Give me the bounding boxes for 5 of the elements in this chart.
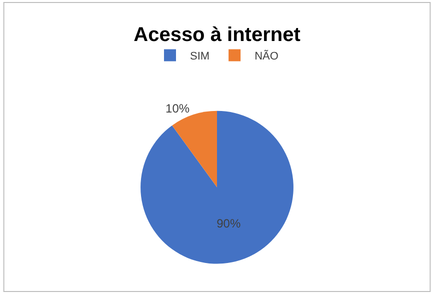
data-label: 90% bbox=[216, 216, 241, 231]
legend-label: NÃO bbox=[254, 50, 279, 63]
chart-title: Acesso à internet bbox=[134, 24, 301, 46]
legend-label: SIM bbox=[190, 50, 210, 63]
data-label: 10% bbox=[166, 101, 190, 116]
